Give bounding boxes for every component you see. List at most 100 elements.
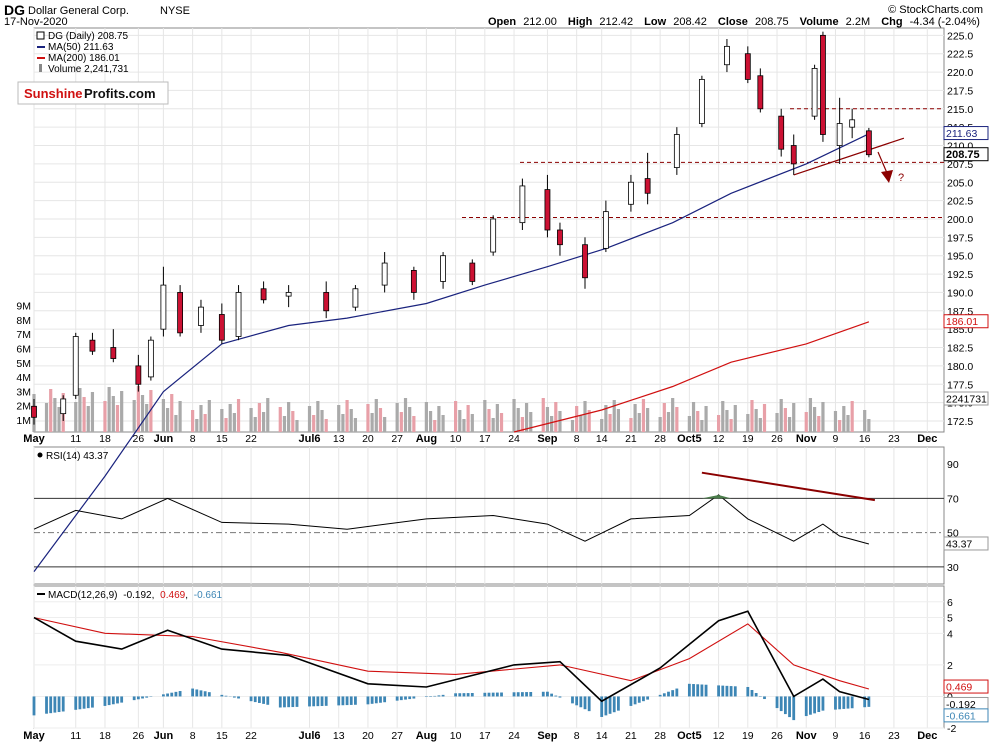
- macd-histogram-bar: [579, 696, 583, 708]
- macd-histogram-bar: [725, 685, 729, 697]
- volume-bar: [120, 391, 124, 432]
- volume-bar: [207, 400, 211, 432]
- volume-bar: [733, 405, 737, 432]
- x-tick-label: 17: [479, 730, 491, 742]
- macd-histogram-bar: [600, 696, 604, 717]
- macd-histogram-bar: [82, 696, 86, 709]
- volume-bar: [437, 406, 441, 432]
- volume-bar: [312, 415, 316, 432]
- x-tick-label: 28: [654, 730, 666, 742]
- x-tick-label: Aug: [416, 730, 437, 742]
- x-tick-label: 27: [391, 433, 403, 445]
- price-tick-label: 177.5: [947, 379, 973, 391]
- close-label: Close: [718, 16, 748, 28]
- price-tick-label: 202.5: [947, 196, 973, 208]
- open-value: 212.00: [523, 16, 557, 28]
- macd-histogram-bar: [470, 693, 474, 697]
- x-tick-label: 21: [625, 433, 637, 445]
- macd-histogram-bar: [74, 696, 78, 710]
- macd-histogram-bar: [813, 696, 816, 714]
- candle-body: [410, 269, 417, 293]
- macd-histogram-bar: [266, 696, 270, 705]
- candle-legend-swatch: [36, 31, 45, 40]
- x-tick-label: 16: [859, 730, 871, 742]
- volume-bar: [558, 411, 562, 432]
- macd-histogram-bar: [429, 696, 432, 697]
- candle-body: [110, 347, 117, 359]
- macd-histogram-bar: [846, 696, 850, 709]
- price-tick-label: 182.5: [947, 343, 973, 355]
- volume-bar: [779, 399, 783, 432]
- macd-histogram-bar: [61, 696, 65, 712]
- candle-body: [323, 292, 330, 312]
- candle-body: [849, 119, 856, 128]
- macd-histogram-bar: [662, 693, 666, 697]
- macd-histogram-bar: [483, 692, 487, 697]
- volume-bar: [353, 418, 358, 432]
- volume-bar: [808, 398, 813, 432]
- volume-bar: [257, 403, 262, 432]
- macd-value-tag: -0.192: [946, 699, 976, 711]
- arrow-shaft: [877, 151, 888, 174]
- volume-bar: [433, 420, 437, 432]
- macd-histogram-bar: [341, 696, 345, 706]
- x-tick-label: Oct5: [677, 433, 701, 445]
- volume-bar: [228, 404, 232, 432]
- candle-body: [285, 292, 292, 297]
- macd-legend-title: MACD(12,26,9): [48, 590, 117, 601]
- arrow-head: [881, 170, 893, 183]
- macd-histogram-bar: [575, 696, 579, 706]
- macd-histogram-bar: [224, 695, 228, 697]
- volume-bar: [370, 413, 374, 432]
- macd-histogram-bar: [366, 696, 370, 705]
- macd-histogram-bar: [141, 696, 144, 699]
- macd-histogram-bar: [587, 696, 591, 712]
- price-tick-label: 180.0: [947, 361, 973, 373]
- volume-bar: [345, 400, 349, 432]
- volume-bar: [220, 409, 224, 432]
- volume-tick-label: 7M: [16, 329, 31, 341]
- candle-body: [381, 262, 388, 286]
- rsi-line: [33, 494, 870, 545]
- macd-tick-label: 5: [947, 613, 953, 625]
- volume-bar: [165, 408, 170, 432]
- x-tick-label: 23: [888, 433, 900, 445]
- volume-bar: [516, 408, 520, 432]
- logo-box: [17, 81, 169, 105]
- x-tick-label: 12: [713, 730, 725, 742]
- macd-histogram-bar: [687, 683, 691, 697]
- x-tick-label: 26: [133, 730, 145, 742]
- volume-bar: [145, 404, 149, 432]
- volume-bar: [612, 400, 616, 432]
- x-tick-label: 26: [133, 433, 145, 445]
- macd-histogram-bar: [775, 696, 779, 709]
- macd-histogram-bar: [692, 684, 695, 697]
- moving-averages: [33, 133, 870, 572]
- macd-histogram-bar: [116, 696, 119, 704]
- volume-bar: [203, 414, 207, 432]
- x-tick-label: 19: [742, 730, 754, 742]
- candle-body: [135, 365, 142, 385]
- candle-body: [235, 292, 242, 337]
- macd-histogram-bar: [86, 696, 90, 709]
- macd-histogram-bar: [633, 696, 637, 705]
- volume-bar: [746, 414, 750, 432]
- watermark: © StockCharts.com: [888, 4, 983, 16]
- volume-bar: [842, 406, 846, 432]
- x-tick-label: Dec: [917, 433, 937, 445]
- volume-bar: [583, 401, 587, 432]
- volume-bar: [604, 405, 608, 432]
- macd-histogram-bar: [383, 696, 387, 703]
- volume-bar: [867, 419, 871, 432]
- legend-ma50: MA(50) 211.63: [48, 42, 114, 53]
- volume-bar: [750, 400, 754, 432]
- candle-body: [544, 189, 551, 231]
- volume-bar: [671, 398, 675, 432]
- volume-bar: [579, 415, 583, 432]
- macd-histogram-bar: [132, 696, 136, 701]
- logo-part2: Profits.com: [84, 86, 156, 101]
- macd-histogram-bar: [754, 693, 758, 697]
- volume-bar: [524, 403, 529, 432]
- macd-histogram-bar: [258, 696, 261, 703]
